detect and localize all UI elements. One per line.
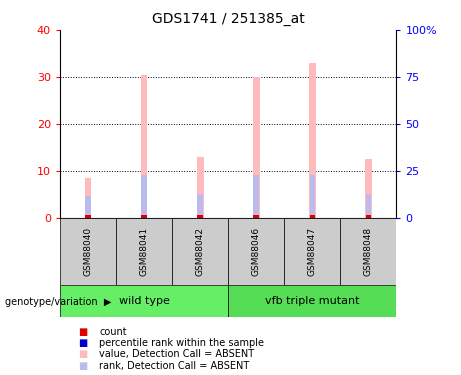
Bar xyxy=(340,217,396,285)
Text: GSM88040: GSM88040 xyxy=(83,226,93,276)
Bar xyxy=(141,176,147,217)
Text: ■: ■ xyxy=(78,350,88,359)
Bar xyxy=(254,176,259,217)
Text: GSM88041: GSM88041 xyxy=(140,226,148,276)
Text: vfb triple mutant: vfb triple mutant xyxy=(265,296,360,306)
Bar xyxy=(309,176,315,217)
Bar xyxy=(197,157,203,218)
Text: GSM88042: GSM88042 xyxy=(195,227,205,276)
Bar xyxy=(197,215,203,217)
Bar xyxy=(85,196,91,217)
Bar xyxy=(253,77,260,218)
Bar xyxy=(172,217,228,285)
Text: value, Detection Call = ABSENT: value, Detection Call = ABSENT xyxy=(99,350,254,359)
Text: GSM88046: GSM88046 xyxy=(252,226,261,276)
Text: GSM88047: GSM88047 xyxy=(308,226,317,276)
Bar xyxy=(366,215,371,217)
Text: GSM88048: GSM88048 xyxy=(364,226,373,276)
Bar xyxy=(85,215,91,217)
Text: ■: ■ xyxy=(78,361,88,370)
Bar xyxy=(85,178,91,218)
Bar xyxy=(60,285,228,317)
Text: count: count xyxy=(99,327,127,337)
Bar xyxy=(309,215,315,217)
Bar xyxy=(228,285,396,317)
Bar xyxy=(197,194,203,217)
Bar xyxy=(141,215,147,217)
Text: ■: ■ xyxy=(78,327,88,337)
Text: rank, Detection Call = ABSENT: rank, Detection Call = ABSENT xyxy=(99,361,249,370)
Bar xyxy=(365,159,372,218)
Bar xyxy=(284,217,340,285)
Title: GDS1741 / 251385_at: GDS1741 / 251385_at xyxy=(152,12,305,26)
Text: wild type: wild type xyxy=(118,296,170,306)
Bar xyxy=(60,217,116,285)
Bar xyxy=(141,75,148,217)
Bar xyxy=(228,217,284,285)
Bar xyxy=(116,217,172,285)
Bar xyxy=(254,215,259,217)
Text: percentile rank within the sample: percentile rank within the sample xyxy=(99,338,264,348)
Bar xyxy=(309,63,316,217)
Text: ■: ■ xyxy=(78,338,88,348)
Text: genotype/variation  ▶: genotype/variation ▶ xyxy=(5,297,111,307)
Bar xyxy=(366,194,371,217)
